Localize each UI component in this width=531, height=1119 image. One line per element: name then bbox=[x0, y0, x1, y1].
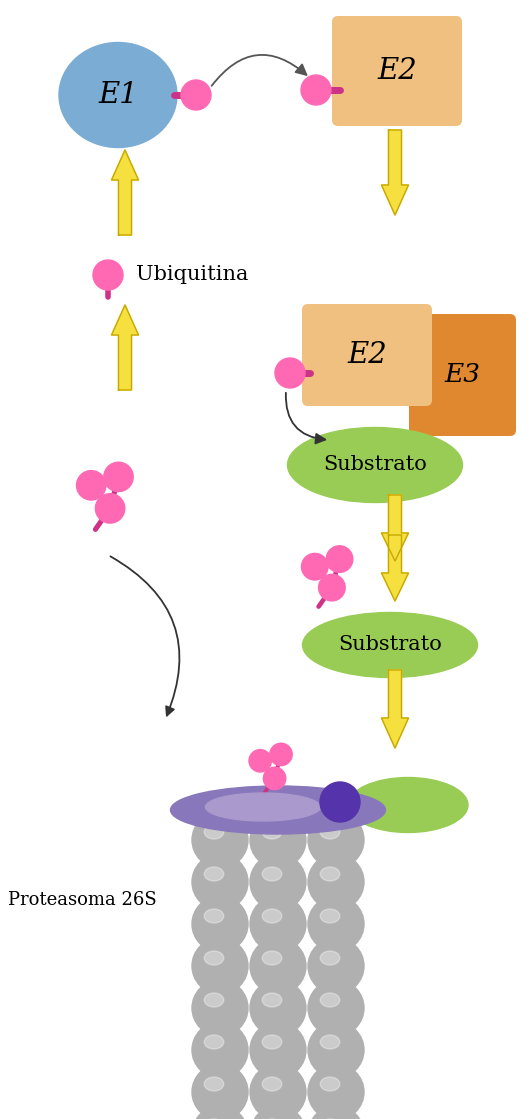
Circle shape bbox=[250, 1064, 306, 1119]
Polygon shape bbox=[381, 535, 408, 601]
Text: Substrato: Substrato bbox=[338, 636, 442, 655]
Circle shape bbox=[308, 1064, 364, 1119]
Circle shape bbox=[250, 812, 306, 868]
Ellipse shape bbox=[320, 993, 340, 1007]
Circle shape bbox=[275, 358, 305, 388]
Circle shape bbox=[308, 1022, 364, 1078]
Circle shape bbox=[250, 854, 306, 910]
Ellipse shape bbox=[204, 951, 224, 965]
Circle shape bbox=[319, 574, 345, 601]
Ellipse shape bbox=[287, 427, 463, 502]
Circle shape bbox=[302, 554, 328, 580]
Circle shape bbox=[104, 462, 133, 491]
Circle shape bbox=[249, 750, 271, 772]
Circle shape bbox=[250, 1022, 306, 1078]
Circle shape bbox=[270, 743, 292, 765]
Polygon shape bbox=[112, 150, 139, 235]
Circle shape bbox=[308, 980, 364, 1036]
Ellipse shape bbox=[204, 909, 224, 923]
Polygon shape bbox=[381, 495, 408, 561]
Circle shape bbox=[308, 812, 364, 868]
Ellipse shape bbox=[204, 1076, 224, 1091]
Text: E2: E2 bbox=[377, 57, 417, 85]
FancyArrowPatch shape bbox=[212, 55, 306, 86]
Ellipse shape bbox=[320, 1076, 340, 1091]
Ellipse shape bbox=[262, 1035, 282, 1049]
Circle shape bbox=[181, 79, 211, 110]
Ellipse shape bbox=[320, 867, 340, 881]
Circle shape bbox=[192, 980, 248, 1036]
Text: E1: E1 bbox=[98, 81, 138, 109]
Ellipse shape bbox=[204, 825, 224, 839]
Ellipse shape bbox=[262, 825, 282, 839]
Circle shape bbox=[93, 260, 123, 290]
Circle shape bbox=[192, 1022, 248, 1078]
Circle shape bbox=[326, 546, 353, 573]
Ellipse shape bbox=[262, 951, 282, 965]
Ellipse shape bbox=[262, 909, 282, 923]
Ellipse shape bbox=[205, 793, 321, 821]
Polygon shape bbox=[381, 670, 408, 747]
Circle shape bbox=[96, 493, 125, 523]
Circle shape bbox=[192, 1064, 248, 1119]
Circle shape bbox=[301, 75, 331, 105]
Ellipse shape bbox=[320, 951, 340, 965]
FancyArrowPatch shape bbox=[286, 393, 325, 443]
Text: Proteasoma 26S: Proteasoma 26S bbox=[8, 891, 157, 909]
Ellipse shape bbox=[204, 867, 224, 881]
Circle shape bbox=[250, 938, 306, 994]
Circle shape bbox=[192, 812, 248, 868]
FancyBboxPatch shape bbox=[332, 16, 462, 126]
Circle shape bbox=[192, 854, 248, 910]
Ellipse shape bbox=[204, 993, 224, 1007]
Text: Substrato: Substrato bbox=[323, 455, 427, 474]
Circle shape bbox=[308, 854, 364, 910]
FancyBboxPatch shape bbox=[409, 314, 516, 436]
Circle shape bbox=[263, 768, 286, 790]
Circle shape bbox=[192, 938, 248, 994]
Ellipse shape bbox=[204, 1035, 224, 1049]
Ellipse shape bbox=[59, 43, 177, 148]
FancyBboxPatch shape bbox=[302, 304, 432, 406]
Ellipse shape bbox=[348, 778, 468, 833]
Ellipse shape bbox=[320, 825, 340, 839]
Ellipse shape bbox=[262, 993, 282, 1007]
Circle shape bbox=[308, 896, 364, 952]
Text: Ubiquitina: Ubiquitina bbox=[136, 265, 249, 284]
Circle shape bbox=[320, 782, 360, 822]
Polygon shape bbox=[381, 130, 408, 215]
Ellipse shape bbox=[303, 612, 477, 677]
FancyArrowPatch shape bbox=[110, 556, 179, 715]
Text: E3: E3 bbox=[444, 363, 481, 387]
Ellipse shape bbox=[262, 1076, 282, 1091]
Circle shape bbox=[76, 471, 106, 500]
Circle shape bbox=[308, 938, 364, 994]
Circle shape bbox=[250, 896, 306, 952]
Circle shape bbox=[250, 980, 306, 1036]
Text: E2: E2 bbox=[347, 341, 387, 369]
Ellipse shape bbox=[320, 909, 340, 923]
Ellipse shape bbox=[262, 867, 282, 881]
Polygon shape bbox=[112, 305, 139, 391]
Circle shape bbox=[192, 1106, 248, 1119]
Circle shape bbox=[192, 896, 248, 952]
Ellipse shape bbox=[320, 1035, 340, 1049]
Circle shape bbox=[250, 1106, 306, 1119]
Circle shape bbox=[308, 1106, 364, 1119]
Ellipse shape bbox=[170, 786, 386, 834]
